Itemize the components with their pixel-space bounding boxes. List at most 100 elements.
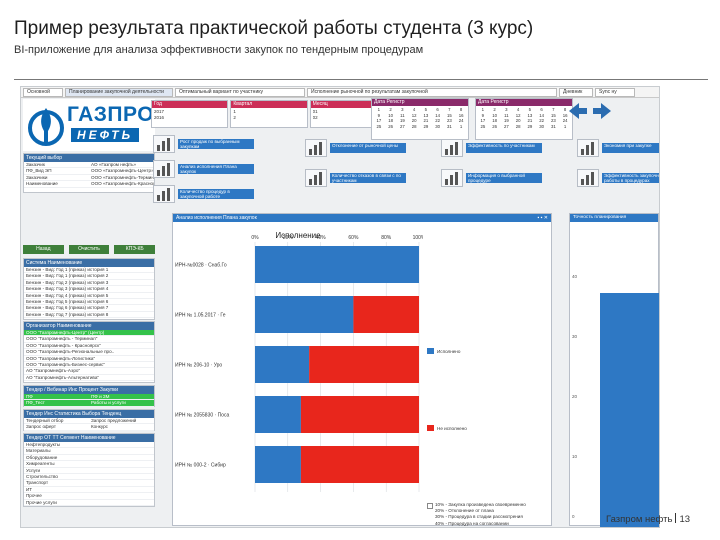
tab-diary[interactable]: Дневник: [559, 88, 593, 97]
bar-segment[interactable]: [255, 396, 301, 433]
calendar-day[interactable]: 19: [399, 118, 405, 123]
list-item[interactable]: Услуги: [24, 468, 154, 474]
nav-tile[interactable]: Анализ исполнения Плана закупок: [153, 160, 254, 178]
bar-segment[interactable]: [353, 296, 419, 333]
calendar-day[interactable]: 27: [503, 123, 509, 129]
list-item[interactable]: Бензин - Вид: Год 2 (приказ) история 3: [24, 280, 154, 287]
kpi-button[interactable]: КПЭ-КБ: [114, 245, 156, 254]
calendar-day[interactable]: 12: [411, 112, 417, 118]
calendar-day[interactable]: 16: [562, 112, 568, 118]
calendar-day[interactable]: 14: [539, 112, 545, 118]
calendar-day[interactable]: 11: [504, 112, 509, 118]
list-item[interactable]: Работы и услуги: [89, 400, 154, 407]
calendar-day[interactable]: 22: [435, 118, 441, 123]
calendar-day[interactable]: 14: [435, 112, 441, 118]
list-item[interactable]: Бензин - Вид: Год 1 (приказ) история 2: [24, 273, 154, 280]
year-filter[interactable]: Год 2017 2016: [151, 100, 229, 128]
clear-button[interactable]: Очистить: [68, 245, 110, 254]
calendar-day[interactable]: 30: [539, 123, 545, 129]
nav-tile[interactable]: Отклонение от рыночной цены: [305, 139, 406, 157]
list-item[interactable]: ООО "Газпромнефть-Центр" (Центр): [24, 330, 154, 337]
calendar-day[interactable]: 25: [376, 123, 382, 129]
calendar-day[interactable]: 8: [459, 107, 463, 112]
system-name-listbox[interactable]: Система Наименование Бензин - Вид: Год 1…: [23, 258, 155, 320]
list-item[interactable]: Бензин - Вид: Год 1 (приказ) история 1: [24, 267, 154, 274]
calendar-day[interactable]: 22: [539, 118, 545, 123]
bar-segment[interactable]: [255, 346, 310, 383]
list-item[interactable]: АО "Газпромнефть-Аэро": [24, 368, 154, 375]
purchase-type-listbox[interactable]: Тендер / Вебинар Инс Процент Закупки ПФ …: [23, 385, 155, 407]
list-item[interactable]: ООО "Газпромнефть-Бизнес-сервис": [24, 362, 154, 369]
calendar-day[interactable]: 30: [435, 123, 441, 129]
calendar-day[interactable]: 12: [515, 112, 521, 118]
calendar-day[interactable]: 15: [446, 112, 452, 118]
list-item[interactable]: Химреагенты: [24, 461, 154, 468]
calendar-day[interactable]: 2: [389, 107, 392, 112]
list-item[interactable]: Тендерный отбор: [24, 418, 89, 425]
calendar-day[interactable]: 10: [492, 112, 498, 118]
date-calendar-1[interactable]: Дата Регистр 1 2 3 4 5 6 7 8 9 10 11 12 13 14 15 16 17 18…: [371, 98, 469, 140]
list-item[interactable]: Материалы: [24, 448, 154, 455]
calendar-day[interactable]: 21: [423, 118, 429, 123]
calendar-day[interactable]: 23: [550, 118, 556, 123]
list-item[interactable]: Конкурс: [89, 424, 154, 431]
calendar-day[interactable]: 20: [411, 118, 417, 123]
list-item[interactable]: Бензин - Вид: Год 6 (приказ) история 7: [24, 305, 154, 312]
organizer-listbox[interactable]: Организатор Наименование ООО "Газпромнеф…: [23, 321, 155, 383]
nav-tile[interactable]: Количество процедур в закупочной работе: [153, 185, 254, 203]
calendar-day[interactable]: 16: [458, 112, 464, 118]
nav-tile[interactable]: Экономия при закупке: [577, 139, 659, 157]
list-item[interactable]: Транспорт: [24, 480, 154, 487]
list-item[interactable]: Строительство: [24, 474, 154, 481]
calendar-day[interactable]: 3: [401, 107, 404, 112]
list-item[interactable]: АО "Газпромнефть-Альтернатива": [24, 375, 154, 382]
status-checkbox[interactable]: [427, 503, 433, 509]
calendar-day[interactable]: 31: [550, 123, 556, 129]
panel-controls-icon[interactable]: ▪ ▪ ✕: [537, 215, 548, 221]
list-item[interactable]: Запрос предложений: [89, 418, 154, 425]
calendar-day[interactable]: 21: [527, 118, 533, 123]
calendar-day[interactable]: 27: [399, 123, 405, 129]
calendar-day[interactable]: 17: [376, 118, 382, 123]
list-item[interactable]: ПФ: [24, 394, 89, 401]
calendar-day[interactable]: 19: [503, 118, 509, 123]
calendar-day[interactable]: 13: [527, 112, 533, 118]
year-value[interactable]: 2017: [154, 109, 165, 114]
calendar-day[interactable]: 4: [412, 107, 416, 112]
quarter-value[interactable]: 2: [233, 114, 236, 120]
calendar-day[interactable]: 13: [423, 112, 429, 118]
bar-segment[interactable]: [300, 396, 419, 433]
nav-tile[interactable]: Эффективность по участникам: [441, 139, 542, 157]
list-item[interactable]: Запрос оферт: [24, 424, 89, 431]
arrow-left-icon[interactable]: [567, 101, 589, 121]
list-item[interactable]: ООО "Газпромнефть-Региональные про..: [24, 349, 154, 356]
calendar-day[interactable]: 25: [480, 123, 486, 129]
calendar-day[interactable]: 7: [448, 107, 451, 112]
tab-main[interactable]: Основной: [23, 88, 63, 97]
calendar-day[interactable]: 29: [527, 123, 533, 129]
list-item[interactable]: Нефтепродукты: [24, 442, 154, 449]
calendar-day[interactable]: 5: [424, 107, 428, 112]
calendar-day[interactable]: 10: [388, 112, 394, 118]
calendar-day[interactable]: 18: [492, 118, 498, 123]
list-item[interactable]: Прочие услуги: [24, 500, 154, 506]
nav-tile[interactable]: Эффективность закупочной работы в процед…: [577, 169, 659, 187]
calendar-day[interactable]: 24: [458, 118, 464, 123]
list-item[interactable]: ООО "Газпромнефть - Красноярск": [24, 343, 154, 350]
bar-segment[interactable]: [255, 446, 301, 483]
bar-segment[interactable]: [309, 346, 419, 383]
calendar-day[interactable]: 31: [446, 123, 452, 129]
quarter-value[interactable]: 1: [233, 109, 236, 114]
list-item[interactable]: ПФ и ЗМ: [89, 394, 154, 401]
nav-tile[interactable]: Рост продаж по выбранным закупкам: [153, 135, 254, 153]
bar-segment[interactable]: [255, 296, 354, 333]
calendar-day[interactable]: 4: [516, 107, 520, 112]
tab-market[interactable]: Исполнение рыночной по результатам закуп…: [307, 88, 557, 97]
segment-listbox[interactable]: Тендер ОТ ТТ Сегмент Наименование Нефтеп…: [23, 433, 155, 507]
calendar-day[interactable]: 20: [515, 118, 521, 123]
calendar-day[interactable]: 17: [480, 118, 486, 123]
month-value[interactable]: 02: [312, 114, 318, 120]
calendar-day[interactable]: 9: [377, 112, 381, 118]
calendar-day[interactable]: 1: [377, 107, 381, 112]
